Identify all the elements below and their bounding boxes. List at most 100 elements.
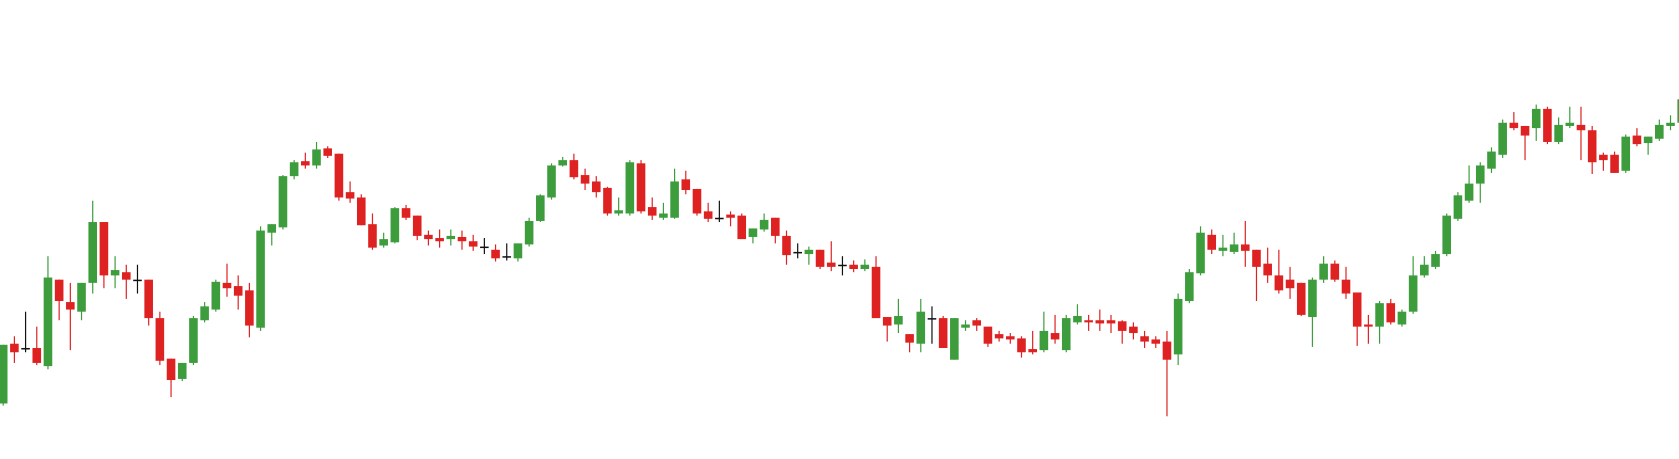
candle-body xyxy=(524,220,534,245)
candle-body xyxy=(21,347,30,350)
candle-body xyxy=(972,320,982,326)
candle-body xyxy=(1487,151,1496,169)
candle-body xyxy=(133,279,142,282)
candle-body xyxy=(580,175,590,184)
candle-body xyxy=(334,153,344,198)
candle-body xyxy=(166,358,176,381)
candle-body xyxy=(1073,315,1082,323)
candle-body xyxy=(1520,125,1530,136)
candle-body xyxy=(1319,263,1328,280)
candle-body xyxy=(793,251,802,254)
candle-body xyxy=(1666,122,1675,126)
candle-body xyxy=(950,318,959,360)
candle-body xyxy=(1106,320,1116,324)
candle-body xyxy=(558,160,567,166)
candle-body xyxy=(491,249,500,259)
candle-body xyxy=(815,249,825,267)
candle-body xyxy=(345,192,355,199)
candle-body xyxy=(938,318,948,348)
candle-body xyxy=(882,317,892,326)
candle-body xyxy=(905,334,914,343)
candle-body xyxy=(1028,349,1037,353)
candle-body xyxy=(782,235,791,256)
candle-body xyxy=(916,311,926,344)
candle-body xyxy=(871,266,881,319)
candle-body xyxy=(625,162,635,214)
candle-body xyxy=(1117,321,1127,331)
candle-body xyxy=(278,176,288,228)
candle-body xyxy=(1420,264,1429,276)
candle-body xyxy=(804,249,814,255)
candle-body xyxy=(222,282,232,289)
candle-body xyxy=(1509,122,1519,129)
candle-body xyxy=(771,217,780,236)
candle-body xyxy=(726,214,735,218)
candle-body xyxy=(1408,275,1418,312)
candle-body xyxy=(233,286,243,296)
candle-body xyxy=(457,236,467,242)
candle-body xyxy=(536,195,545,221)
candle-body xyxy=(1576,124,1586,131)
candle-body xyxy=(1207,234,1217,250)
candle-body xyxy=(1285,279,1295,289)
candle-body xyxy=(1263,263,1272,276)
candle-body xyxy=(1543,108,1552,142)
candle-body xyxy=(66,302,75,310)
candle-body xyxy=(670,181,679,218)
candle-body xyxy=(1352,292,1362,327)
candle-body xyxy=(1218,247,1228,251)
candle-body xyxy=(1442,215,1452,255)
candle-body xyxy=(323,148,333,156)
candle-body xyxy=(1151,339,1161,344)
candle-body xyxy=(1565,122,1575,126)
candle-body xyxy=(267,224,277,233)
candle-body xyxy=(312,149,321,166)
candle-body xyxy=(1341,279,1351,294)
candle-body xyxy=(390,208,400,243)
candle-body xyxy=(155,318,165,361)
candle-body xyxy=(681,179,691,191)
candle-body xyxy=(1006,336,1015,340)
candle-body xyxy=(301,161,310,166)
candle-body xyxy=(54,279,64,302)
candle-body xyxy=(849,264,858,269)
candle-body xyxy=(860,264,870,269)
candle-body xyxy=(692,188,702,214)
candle-body xyxy=(245,290,254,326)
candle-body xyxy=(1229,244,1239,252)
candle-body xyxy=(1017,338,1026,353)
candle-body xyxy=(424,234,433,240)
candle-body xyxy=(603,187,612,214)
candle-body xyxy=(1050,333,1060,340)
candle-body xyxy=(211,281,221,310)
candle-body xyxy=(1475,165,1485,184)
candle-body xyxy=(1364,324,1373,327)
candle-body xyxy=(43,277,53,367)
candle-body xyxy=(1129,326,1138,334)
candle-body xyxy=(1587,130,1597,163)
candle-body xyxy=(894,315,903,325)
candle-body xyxy=(759,219,769,230)
candle-body xyxy=(189,318,198,363)
candle-body xyxy=(1677,99,1679,123)
candle-body xyxy=(961,324,970,328)
candle-body xyxy=(1531,108,1541,129)
candle-body xyxy=(289,162,299,177)
candle-body xyxy=(1185,272,1194,302)
candle-body xyxy=(1386,303,1396,323)
candle-body xyxy=(144,279,153,319)
candle-body xyxy=(401,208,411,218)
candle-body xyxy=(32,347,42,363)
candle-body xyxy=(703,211,713,219)
candle-body xyxy=(647,207,657,216)
candle-body xyxy=(1039,330,1049,351)
candle-body xyxy=(748,228,758,237)
candle-body xyxy=(77,282,86,312)
candle-body xyxy=(1632,135,1642,145)
candle-body xyxy=(256,230,265,328)
candle-body xyxy=(110,270,120,276)
candle-body xyxy=(446,235,456,240)
candle-body xyxy=(826,262,836,267)
candle-body xyxy=(412,215,422,236)
